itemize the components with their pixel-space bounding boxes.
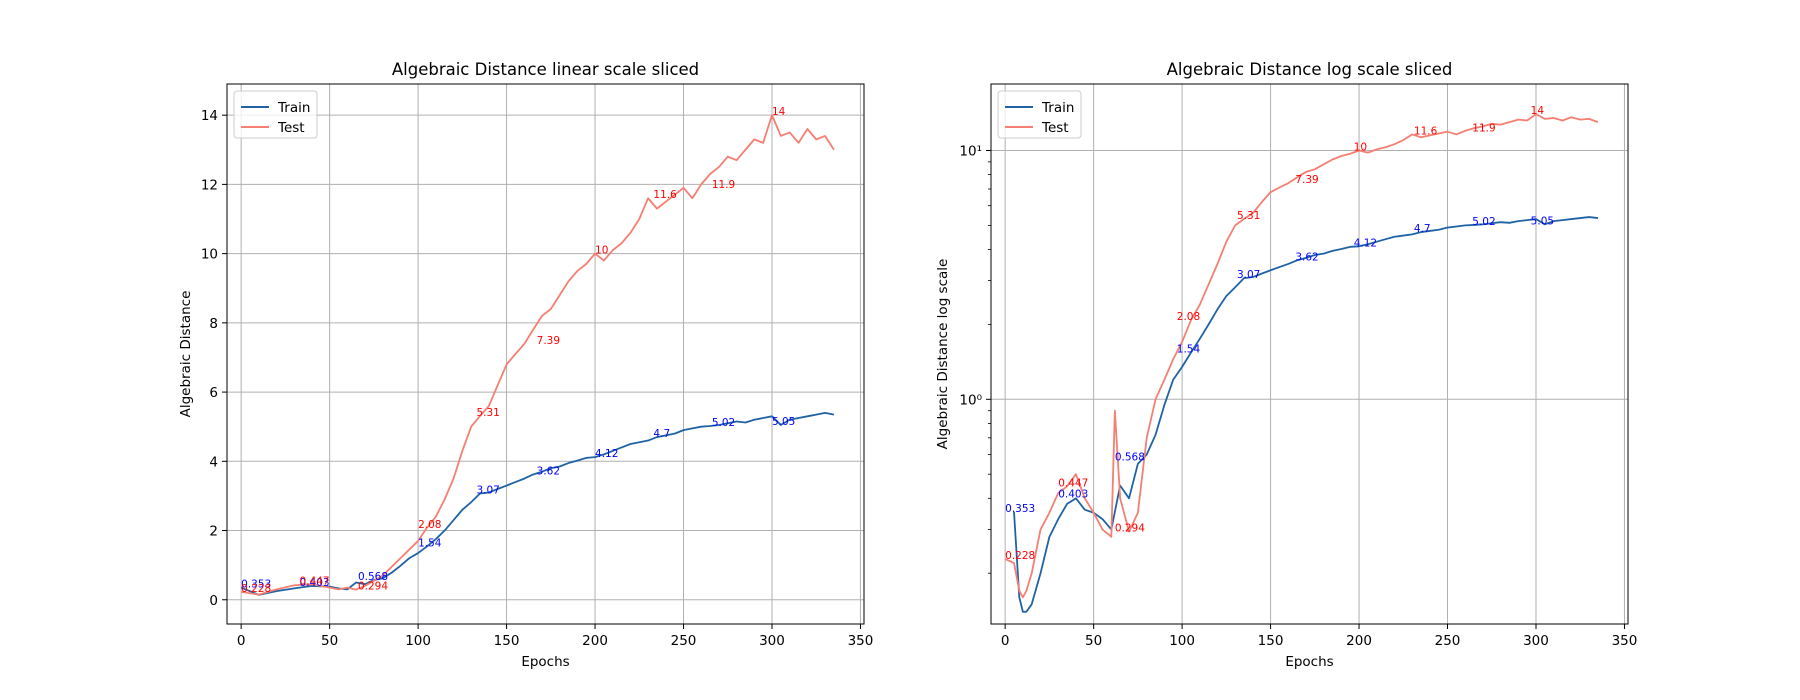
annotation-test: 14 — [772, 106, 786, 118]
x-tick-label: 200 — [582, 633, 608, 649]
annotation-test: 0.447 — [300, 575, 330, 587]
annotation-train: 4.12 — [1354, 237, 1377, 249]
annotation-test: 11.6 — [653, 189, 677, 201]
annotation-train: 3.62 — [537, 465, 560, 477]
annotation-test: 11.9 — [1472, 123, 1495, 135]
annotation-train: 5.02 — [712, 417, 735, 429]
annotation-test: 7.39 — [1295, 174, 1318, 186]
chart-title: Algebraic Distance linear scale sliced — [392, 60, 699, 79]
chart-linear-scale: 0.353 0.403 0.568 1.54 3.07 3.62 4.12 4.7 5.02 5.… — [178, 60, 873, 670]
annotation-test: 0.228 — [1005, 550, 1035, 562]
x-tick-label: 0 — [1001, 633, 1010, 649]
y-tick-label: 0 — [209, 593, 218, 609]
y-axis-label: Algebraic Distance — [178, 291, 194, 418]
annotation-test: 0.447 — [1058, 477, 1088, 489]
annotation-test: 10 — [595, 245, 608, 257]
annotation-test: 7.39 — [537, 335, 560, 347]
annotation-train: 0.353 — [241, 579, 271, 591]
annotation-train: 1.54 — [1177, 344, 1201, 356]
legend-label-train: Train — [277, 100, 310, 116]
legend: Train Test — [997, 90, 1082, 139]
y-tick-label: 10⁰ — [959, 392, 982, 408]
x-tick-label: 0 — [237, 633, 246, 649]
series-line-test — [241, 114, 835, 596]
annotation-test: 0.294 — [358, 581, 388, 593]
grid — [991, 84, 1628, 624]
axes-frame — [226, 83, 865, 625]
annotation-test: 11.9 — [712, 179, 735, 191]
y-tick-label: 8 — [209, 316, 218, 332]
annotation-train: 4.7 — [1414, 223, 1431, 235]
x-tick-label: 300 — [1523, 633, 1549, 649]
annotation-train: 5.02 — [1472, 216, 1495, 228]
x-tick-label: 100 — [405, 633, 431, 649]
x-tick-label: 150 — [494, 633, 520, 649]
annotation-train: 5.05 — [772, 416, 795, 428]
annotation-train: 0.568 — [358, 571, 388, 583]
x-tick-label: 150 — [1258, 633, 1284, 649]
annotation-test: 5.31 — [1237, 210, 1260, 222]
x-tick-label: 350 — [1612, 633, 1638, 649]
x-tick-label: 50 — [1085, 633, 1102, 649]
annotation-train: 3.07 — [476, 485, 499, 497]
annotation-train: 0.403 — [300, 577, 330, 589]
annotation-train: 5.05 — [1531, 215, 1554, 227]
annotation-test: 5.31 — [476, 407, 499, 419]
annotation-train: 3.07 — [1237, 269, 1260, 281]
x-axis-label: Epochs — [521, 654, 569, 670]
y-tick-label: 4 — [209, 454, 218, 470]
legend-label-test: Test — [277, 120, 305, 136]
x-tick-label: 300 — [759, 633, 785, 649]
y-tick-label: 10¹ — [959, 143, 982, 159]
series-line-train — [1013, 216, 1599, 613]
annotation-test: 2.08 — [1177, 311, 1200, 323]
x-tick-label: 250 — [1435, 633, 1461, 649]
annotations: 0.353 0.403 0.568 1.54 3.07 3.62 4.12 4.7 5.02 5.… — [241, 106, 795, 595]
annotation-test: 11.6 — [1414, 125, 1438, 137]
y-tick-label: 10 — [201, 247, 218, 263]
legend-label-train: Train — [1041, 100, 1074, 116]
x-tick-label: 50 — [321, 633, 338, 649]
legend: Train Test — [233, 90, 318, 139]
annotations: 0.353 0.403 0.568 1.54 3.07 3.62 4.12 4.7 5.02 5.… — [1005, 105, 1554, 562]
annotation-train: 0.403 — [1058, 489, 1088, 501]
y-axis-label: Algebraic Distance log scale — [935, 259, 951, 450]
axes-frame — [990, 83, 1629, 625]
y-tick-label: 2 — [209, 524, 218, 540]
y-tick-label: 12 — [201, 177, 218, 193]
annotation-train: 4.7 — [653, 428, 670, 440]
annotation-test: 2.08 — [418, 519, 441, 531]
legend-label-test: Test — [1041, 120, 1069, 136]
x-tick-label: 100 — [1169, 633, 1195, 649]
x-axis-label: Epochs — [1285, 654, 1333, 670]
annotation-train: 1.54 — [418, 537, 442, 549]
annotation-train: 4.12 — [595, 448, 618, 460]
annotation-test: 0.228 — [241, 583, 271, 595]
annotation-train: 0.568 — [1115, 451, 1145, 463]
y-tick-label: 6 — [209, 385, 218, 401]
annotation-train: 0.353 — [1005, 503, 1035, 515]
y-tick-label: 14 — [201, 108, 218, 124]
chart-title: Algebraic Distance log scale sliced — [1167, 60, 1453, 79]
x-tick-label: 250 — [671, 633, 697, 649]
annotation-test: 0.294 — [1115, 523, 1145, 535]
x-tick-label: 350 — [848, 633, 874, 649]
annotation-test: 14 — [1531, 105, 1545, 117]
chart-log-scale: 0.353 0.403 0.568 1.54 3.07 3.62 4.12 4.7 5.02 5.… — [935, 60, 1637, 670]
series-line-test — [1004, 113, 1599, 599]
x-tick-label: 200 — [1346, 633, 1372, 649]
annotation-test: 10 — [1354, 141, 1367, 153]
grid — [227, 84, 864, 624]
annotation-train: 3.62 — [1295, 251, 1318, 263]
